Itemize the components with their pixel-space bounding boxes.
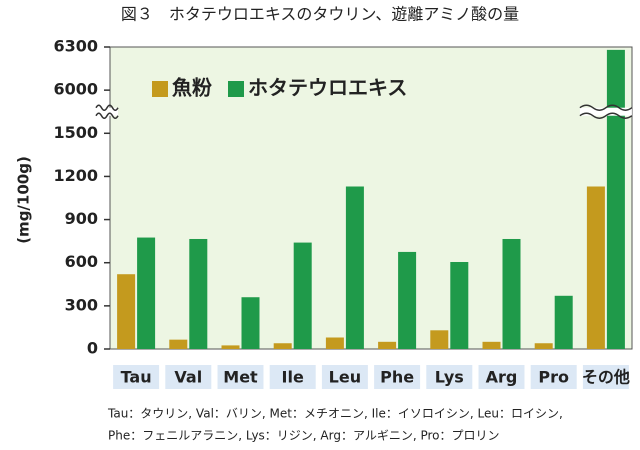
bar	[430, 330, 449, 349]
y-tick-label: 300	[65, 295, 98, 314]
bar	[137, 237, 156, 349]
category-box	[582, 365, 629, 389]
y-tick-label: 900	[65, 209, 98, 228]
break-gap	[579, 107, 632, 116]
bar	[554, 295, 573, 349]
x-tick-label: Phe	[380, 368, 414, 387]
bar	[273, 343, 292, 349]
x-tick-label: Lys	[435, 368, 464, 387]
category-box	[478, 365, 525, 389]
bar	[502, 238, 521, 349]
bar	[586, 186, 605, 349]
category-box	[217, 365, 264, 389]
x-tick-label: Ile	[282, 368, 304, 387]
bar	[398, 251, 417, 349]
break-mark	[95, 104, 119, 111]
bar	[169, 339, 188, 349]
legend-swatch	[152, 81, 168, 97]
category-box	[530, 365, 577, 389]
bar	[221, 345, 240, 349]
y-tick-label: 1500	[53, 123, 98, 142]
bar	[293, 242, 312, 349]
bar	[117, 274, 136, 349]
bar	[189, 238, 208, 349]
bar	[450, 261, 469, 349]
y-tick-label: 600	[65, 252, 98, 271]
x-tick-label: その他	[582, 368, 630, 387]
bar	[241, 297, 260, 349]
break-mark	[579, 104, 633, 111]
x-tick-label: Pro	[538, 368, 569, 387]
x-tick-label: Met	[223, 368, 258, 387]
y-tick-label: 6300	[53, 37, 98, 56]
bar	[378, 341, 397, 349]
legend-swatch	[228, 81, 244, 97]
bar	[606, 49, 625, 349]
bar	[345, 186, 364, 349]
bar	[325, 337, 344, 349]
x-tick-label: Val	[174, 368, 202, 387]
category-box	[374, 365, 421, 389]
bar	[534, 343, 553, 349]
category-box	[321, 365, 368, 389]
bar	[482, 341, 501, 349]
legend-label: ホタテウロエキス	[248, 76, 407, 100]
category-box	[113, 365, 160, 389]
footnote: Phe：フェニルアラニン, Lys：リジン, Arg：アルギニン, Pro：プロ…	[108, 429, 500, 443]
y-tick-label: 1200	[53, 166, 98, 185]
category-box	[426, 365, 473, 389]
legend-label: 魚粉	[172, 76, 212, 100]
x-tick-label: Leu	[329, 368, 361, 387]
y-axis-label: (mg/100g)	[15, 156, 33, 244]
x-tick-label: Tau	[121, 368, 152, 387]
x-tick-label: Arg	[486, 368, 518, 387]
break-gap	[96, 107, 118, 116]
y-tick-label: 6000	[53, 80, 98, 99]
category-box	[269, 365, 316, 389]
category-box	[165, 365, 212, 389]
footnote: Tau：タウリン, Val：バリン, Met：メチオニン, Ile：イソロイシン…	[107, 407, 563, 421]
chart-title: 図３ ホタテウロエキスのタウリン、遊離アミノ酸の量	[121, 5, 519, 24]
break-mark	[579, 112, 633, 119]
break-mark	[95, 112, 119, 119]
y-tick-label: 0	[87, 339, 98, 358]
